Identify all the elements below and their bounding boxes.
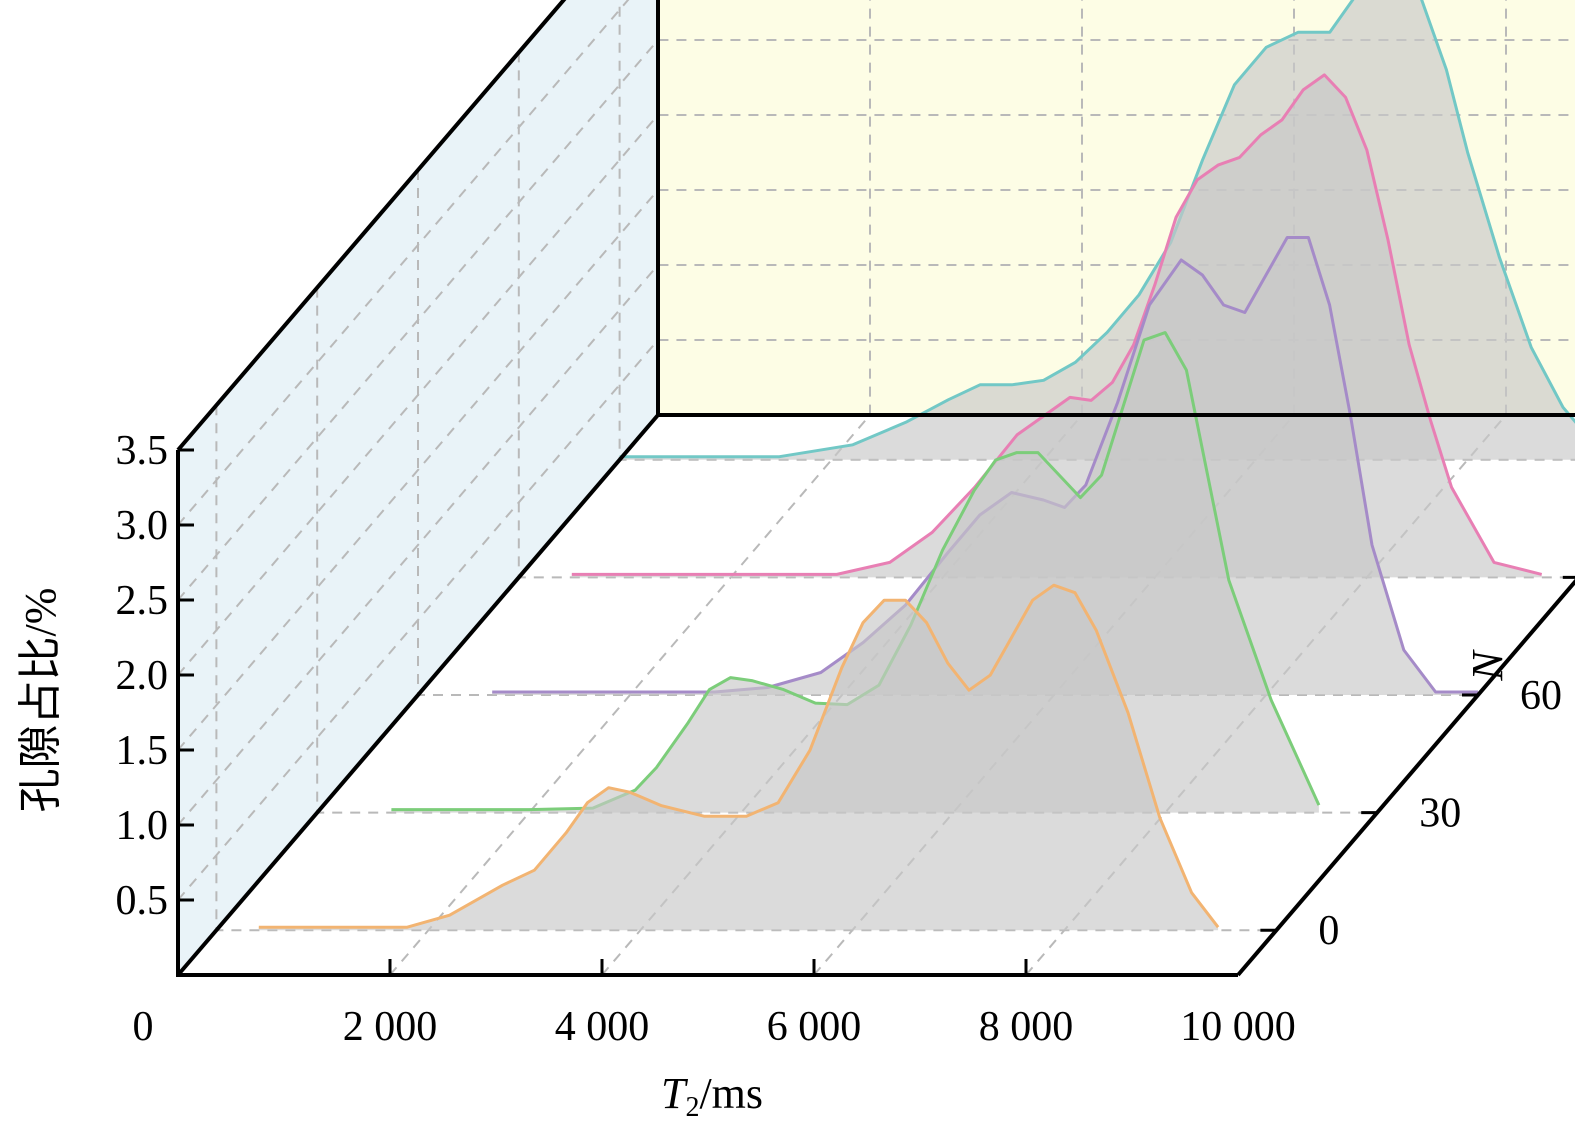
y-tick-label: 3.5 — [116, 428, 169, 474]
x-axis-title: T2/ms — [661, 1069, 763, 1123]
z-axis-title: N — [1463, 649, 1512, 682]
y-tick-label: 3.0 — [116, 503, 169, 549]
z-tick-label: 0 — [1318, 908, 1339, 954]
x-tick-label: 4 000 — [555, 1004, 650, 1050]
x-tick-label: 10 000 — [1180, 1004, 1296, 1050]
x-tick-label: 6 000 — [767, 1004, 862, 1050]
y-tick-label: 2.5 — [116, 578, 169, 624]
y-tick-label: 0.5 — [116, 878, 169, 924]
y-tick-label: 1.5 — [116, 728, 169, 774]
y-axis-title: 孔隙占比/% — [16, 588, 65, 813]
z-tick-label: 60 — [1520, 673, 1562, 719]
y-tick-label: 2.0 — [116, 653, 169, 699]
z-tick-label: 30 — [1419, 791, 1461, 837]
x-tick-label: 8 000 — [979, 1004, 1074, 1050]
y-tick-label: 1.0 — [116, 803, 169, 849]
x-tick-label: 0 — [133, 1004, 154, 1050]
x-tick-label: 2 000 — [343, 1004, 438, 1050]
